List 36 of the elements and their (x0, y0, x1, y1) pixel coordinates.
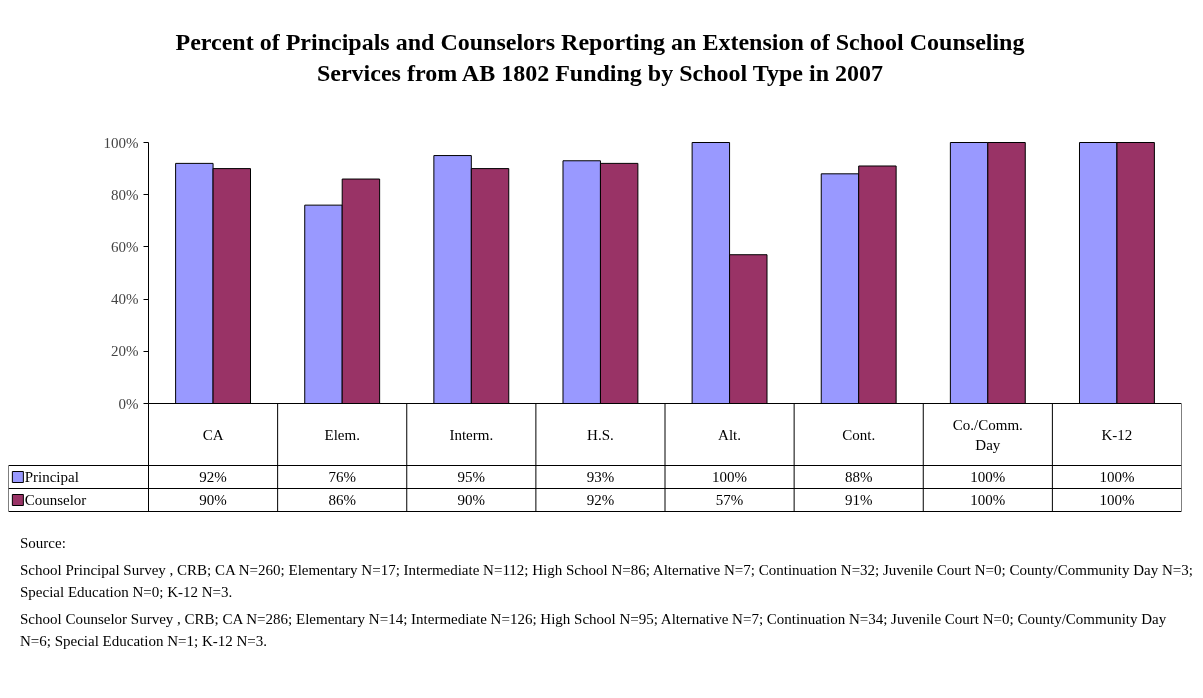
data-label: 93% (586, 469, 615, 485)
y-tick-label: 0% (118, 395, 139, 412)
chart-title: Percent of Principals and Counselors Reporting an Extension of School Counseling Services from AB 1802 Funding by School Type in 2007 (174, 28, 1026, 89)
x-tick-label: Elem. (324, 426, 360, 443)
y-tick-label: 20% (111, 343, 139, 360)
data-label: 90% (199, 492, 227, 508)
x-tick-label: Cont. (842, 426, 876, 443)
y-tick-label: 40% (111, 291, 139, 308)
text: School Principal Survey , CRB; CA N=260; Elementary N=17; Intermediate N=112; High School N=86; Alternative N=7; Continuation N=32; Juvenile Court N=0; County/Community Day N=3; Special Education N=0; K-12 N=3. (20, 560, 1194, 602)
y-tick-label: 60% (111, 238, 139, 255)
text: School Counselor Survey , CRB; CA N=286; Elementary N=14; Intermediate N=126; High School N=95; Alternative N=7; Continuation N=34; Juvenile Court N=0; County/Community Day N=6; Special Education N=1; K-12 N=3. (20, 609, 1168, 651)
data-label: 57% (715, 492, 744, 508)
source-note: Source: (20, 534, 67, 553)
data-label: 100% (970, 492, 1006, 508)
x-tick-label: CA (202, 426, 224, 443)
legend-label: Counselor (24, 492, 87, 508)
data-label: 100% (712, 469, 748, 485)
data-label: 100% (1099, 492, 1135, 508)
data-label: 90% (457, 492, 486, 508)
data-label: 100% (1099, 469, 1135, 485)
x-tick-label: Co./Comm. Day (952, 416, 1023, 453)
y-tick-label: 80% (111, 186, 139, 203)
y-tick-label: 100% (103, 134, 139, 151)
data-label: 92% (199, 469, 227, 485)
data-label: 95% (457, 469, 486, 485)
x-tick-label: K-12 (1101, 426, 1133, 443)
legend-label: Principal (24, 469, 79, 485)
x-tick-label: Interm. (449, 426, 494, 443)
data-label: 88% (844, 469, 873, 485)
data-label: 100% (970, 469, 1006, 485)
data-label: 91% (844, 492, 873, 508)
x-tick-label: H.S. (587, 426, 614, 443)
data-label: 86% (328, 492, 356, 508)
data-label: 92% (586, 492, 615, 508)
data-label: 76% (328, 469, 356, 485)
x-tick-label: Alt. (718, 426, 742, 443)
